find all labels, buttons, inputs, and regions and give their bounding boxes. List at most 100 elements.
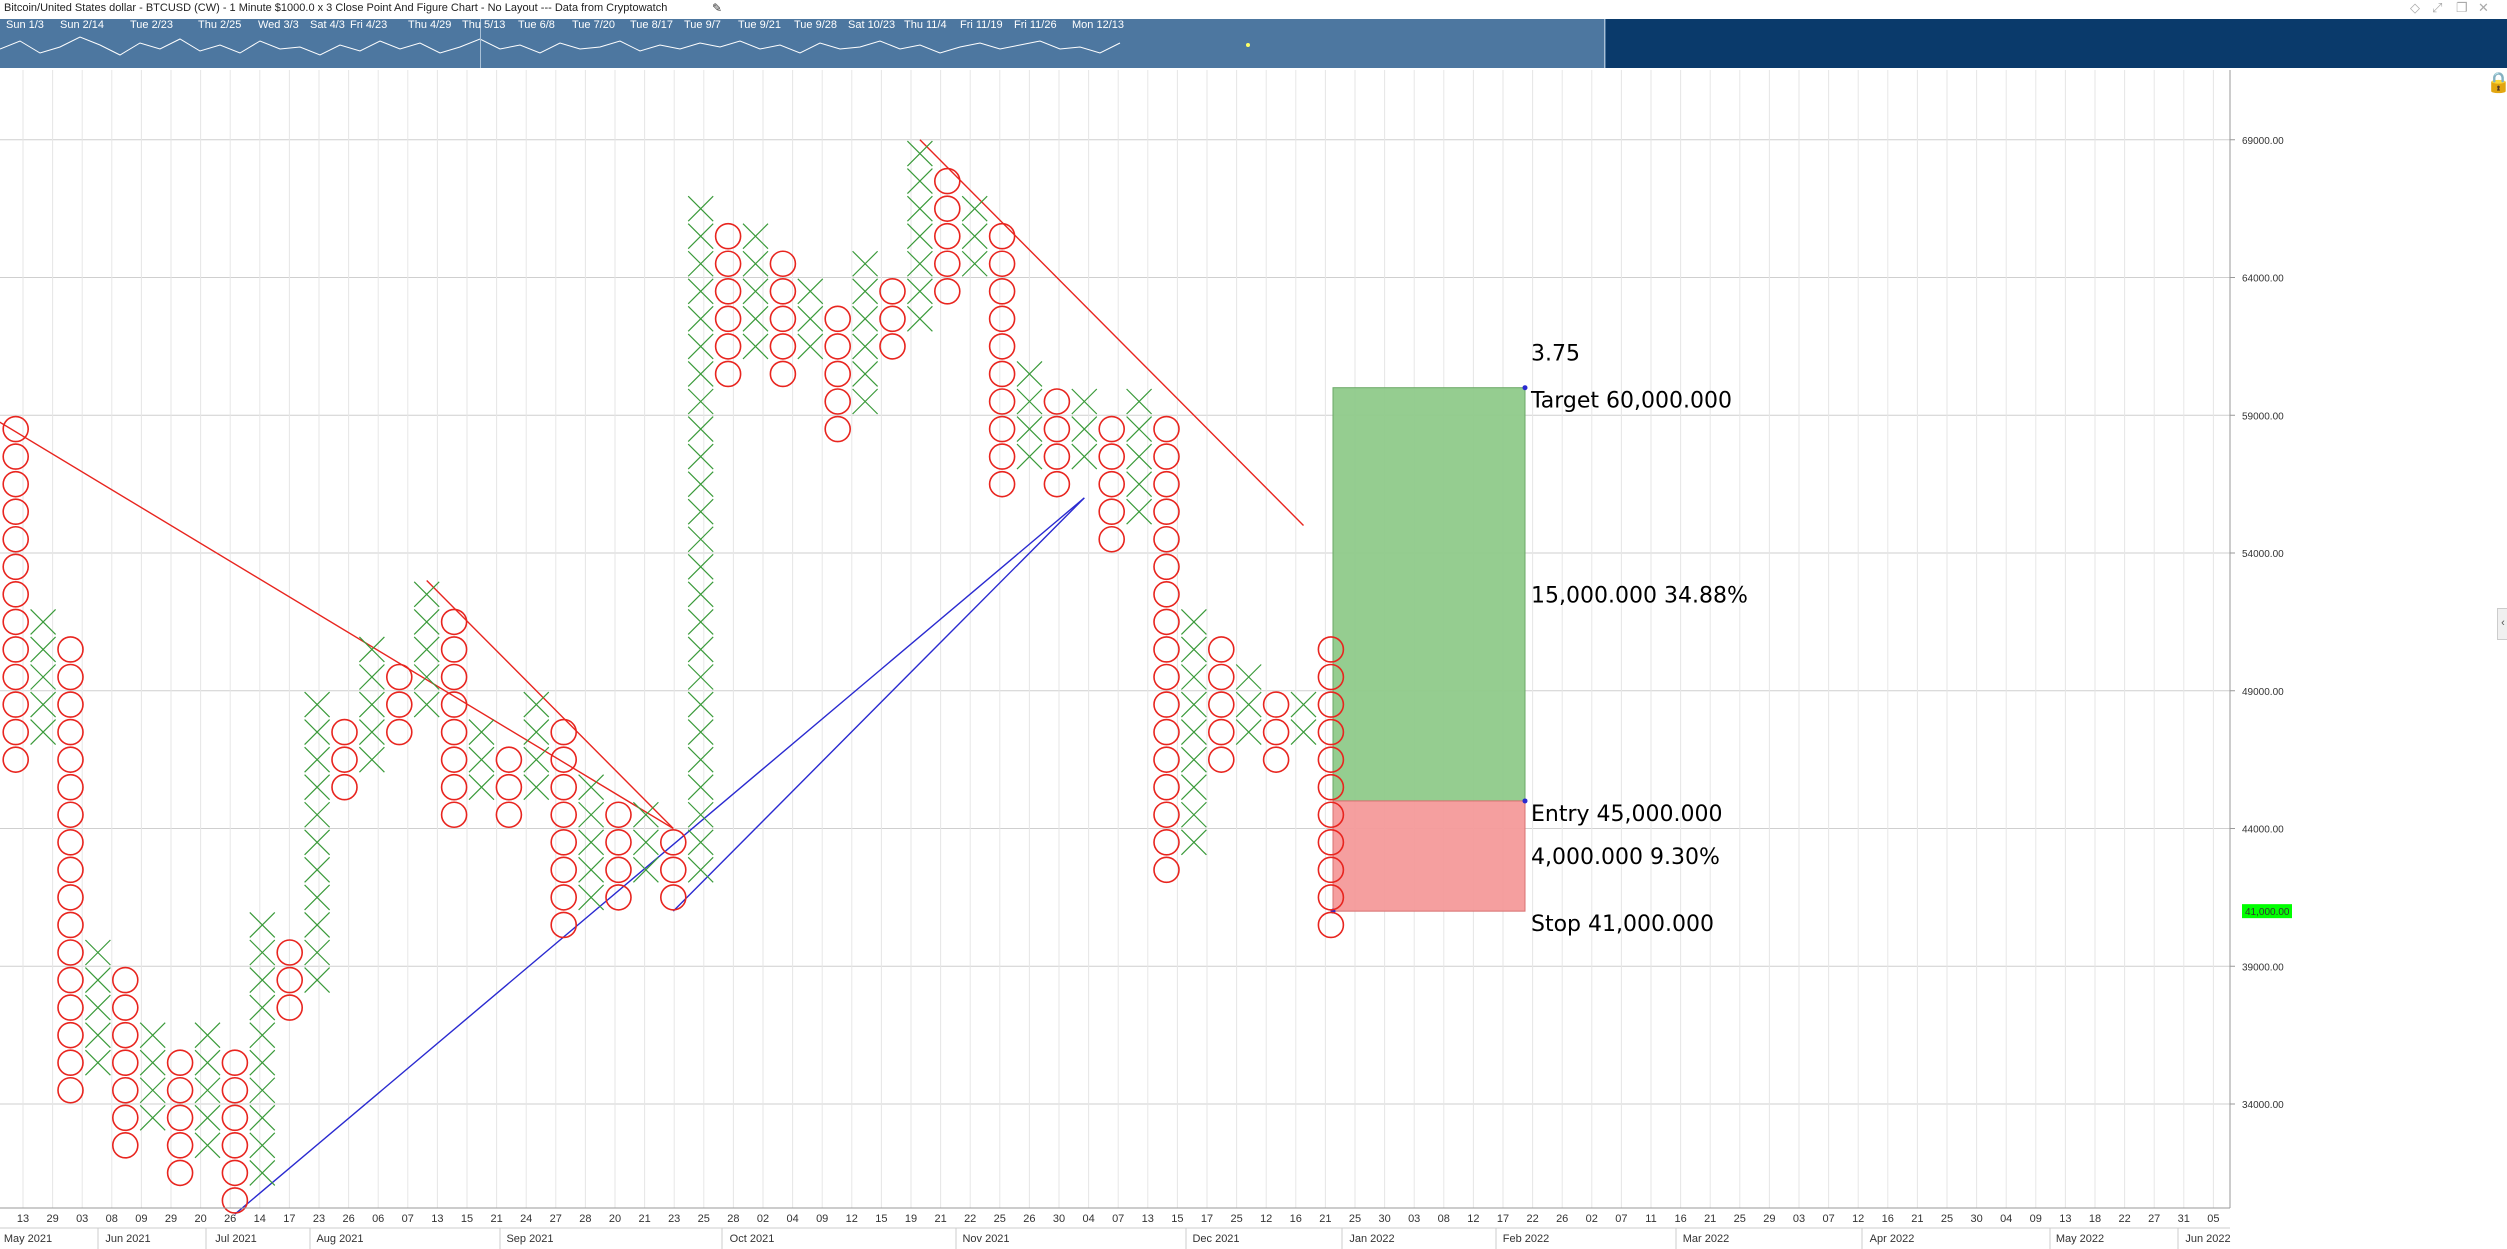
- x-box: [687, 361, 714, 387]
- o-box: [1043, 443, 1071, 470]
- overview-date-label: Thu 4/29: [408, 19, 452, 31]
- o-column: [1098, 415, 1125, 553]
- day-tick-label: 08: [106, 1213, 118, 1225]
- resistance-trendline[interactable]: [919, 139, 1304, 526]
- panel-collapse-handle[interactable]: ‹: [2497, 608, 2507, 640]
- target-zone[interactable]: [1332, 387, 1526, 802]
- price-axis[interactable]: 69000.00 64000.00 59000.00 54000.00 49000.00…: [2230, 136, 2292, 1111]
- reward-label: 15,000.000 34.88%: [1531, 583, 1748, 608]
- x-box: [687, 774, 714, 801]
- overview-range-start-handle[interactable]: [480, 19, 481, 68]
- day-tick-label: 17: [1201, 1213, 1213, 1225]
- x-box: [1180, 801, 1207, 828]
- o-box: [988, 333, 1016, 360]
- o-box: [879, 333, 906, 360]
- stop-zone[interactable]: [1332, 800, 1526, 912]
- x-box: [1235, 691, 1262, 718]
- x-column: [30, 608, 57, 746]
- x-box: [249, 1159, 276, 1186]
- day-tick-label: 25: [698, 1213, 710, 1225]
- close-icon[interactable]: ✕: [2478, 0, 2489, 15]
- o-box: [1317, 746, 1345, 773]
- o-box: [1153, 801, 1180, 829]
- o-box: [659, 884, 687, 911]
- trendlines[interactable]: [0, 139, 1304, 1215]
- o-box: [1153, 581, 1180, 608]
- x-box: [687, 746, 714, 773]
- o-column: [1317, 636, 1345, 939]
- day-tick-label: 24: [520, 1213, 532, 1225]
- x-box: [84, 994, 111, 1021]
- day-tick-label: 07: [1615, 1213, 1627, 1225]
- detach-icon[interactable]: ⤢: [2432, 0, 2443, 15]
- x-box: [687, 664, 714, 690]
- x-box: [742, 250, 769, 277]
- o-column: [605, 801, 632, 911]
- o-box: [550, 773, 578, 801]
- x-box: [742, 305, 769, 332]
- day-tick-label: 15: [461, 1213, 473, 1225]
- o-box: [605, 884, 632, 911]
- o-box: [714, 222, 742, 250]
- month-tick-label: May 2022: [2056, 1233, 2104, 1245]
- risk-label: 4,000.000 9.30%: [1531, 845, 1720, 870]
- day-tick-label: 26: [224, 1213, 236, 1225]
- overview-range-end-handle[interactable]: [1604, 19, 1605, 68]
- x-box: [139, 1049, 166, 1076]
- x-column: [304, 691, 331, 993]
- time-axis[interactable]: 13 29 03 08 09 29 20 26 14 17 23 26 06 07 13 15 21 24 27 28…: [0, 1207, 2231, 1249]
- o-box: [57, 801, 84, 829]
- o-column: [769, 250, 797, 388]
- x-box: [358, 719, 385, 746]
- restore-icon[interactable]: ❐: [2456, 0, 2468, 15]
- day-tick-label: 12: [846, 1213, 858, 1225]
- day-tick-label: 25: [1230, 1213, 1242, 1225]
- day-tick-label: 22: [1526, 1213, 1538, 1225]
- x-box: [852, 388, 879, 415]
- trade-zones[interactable]: [1330, 385, 1528, 914]
- x-column: [742, 223, 769, 360]
- o-box: [166, 1132, 194, 1159]
- o-column: [824, 305, 852, 443]
- o-box: [112, 1049, 139, 1076]
- overview-date-label: Thu 5/13: [462, 19, 506, 31]
- x-column: [194, 1022, 221, 1159]
- o-box: [1208, 718, 1235, 746]
- resistance-trendline[interactable]: [0, 415, 674, 830]
- o-box: [550, 856, 578, 884]
- o-box: [57, 718, 84, 746]
- overview-visible-range[interactable]: [0, 19, 1606, 68]
- x-box: [961, 250, 988, 277]
- overview-date-label: Tue 9/28: [794, 19, 838, 31]
- o-box: [1098, 443, 1125, 470]
- x-box: [906, 140, 933, 167]
- x-box: [1016, 361, 1043, 387]
- overview-navigator[interactable]: Sun 1/3 Sun 2/14 Tue 2/23 Thu 2/25 Wed 3…: [0, 19, 2507, 68]
- support-trendline[interactable]: [672, 497, 1085, 912]
- entry-handle[interactable]: [1522, 798, 1528, 804]
- o-box: [166, 1049, 194, 1076]
- pin-icon[interactable]: ◇: [2410, 0, 2420, 15]
- support-trendline[interactable]: [234, 497, 1085, 1215]
- edit-title-icon[interactable]: ✎: [712, 1, 723, 15]
- x-box: [304, 691, 331, 718]
- x-box: [304, 719, 331, 746]
- x-box: [797, 305, 824, 332]
- o-box: [2, 470, 29, 498]
- o-box: [1208, 746, 1235, 773]
- o-box: [221, 1049, 249, 1076]
- lock-icon[interactable]: 🔒: [2486, 72, 2507, 94]
- o-column: [879, 277, 906, 360]
- x-box: [687, 195, 714, 222]
- resistance-trendline[interactable]: [426, 580, 674, 829]
- o-box: [1153, 553, 1180, 581]
- target-handle[interactable]: [1522, 385, 1528, 391]
- o-box: [1317, 773, 1345, 801]
- month-tick-label: Jul 2021: [215, 1233, 257, 1245]
- month-tick-label: Dec 2021: [1192, 1233, 1239, 1245]
- o-box: [824, 360, 852, 388]
- day-tick-label: 21: [1911, 1213, 1923, 1225]
- x-box: [1180, 636, 1207, 663]
- day-tick-label: 14: [254, 1213, 266, 1225]
